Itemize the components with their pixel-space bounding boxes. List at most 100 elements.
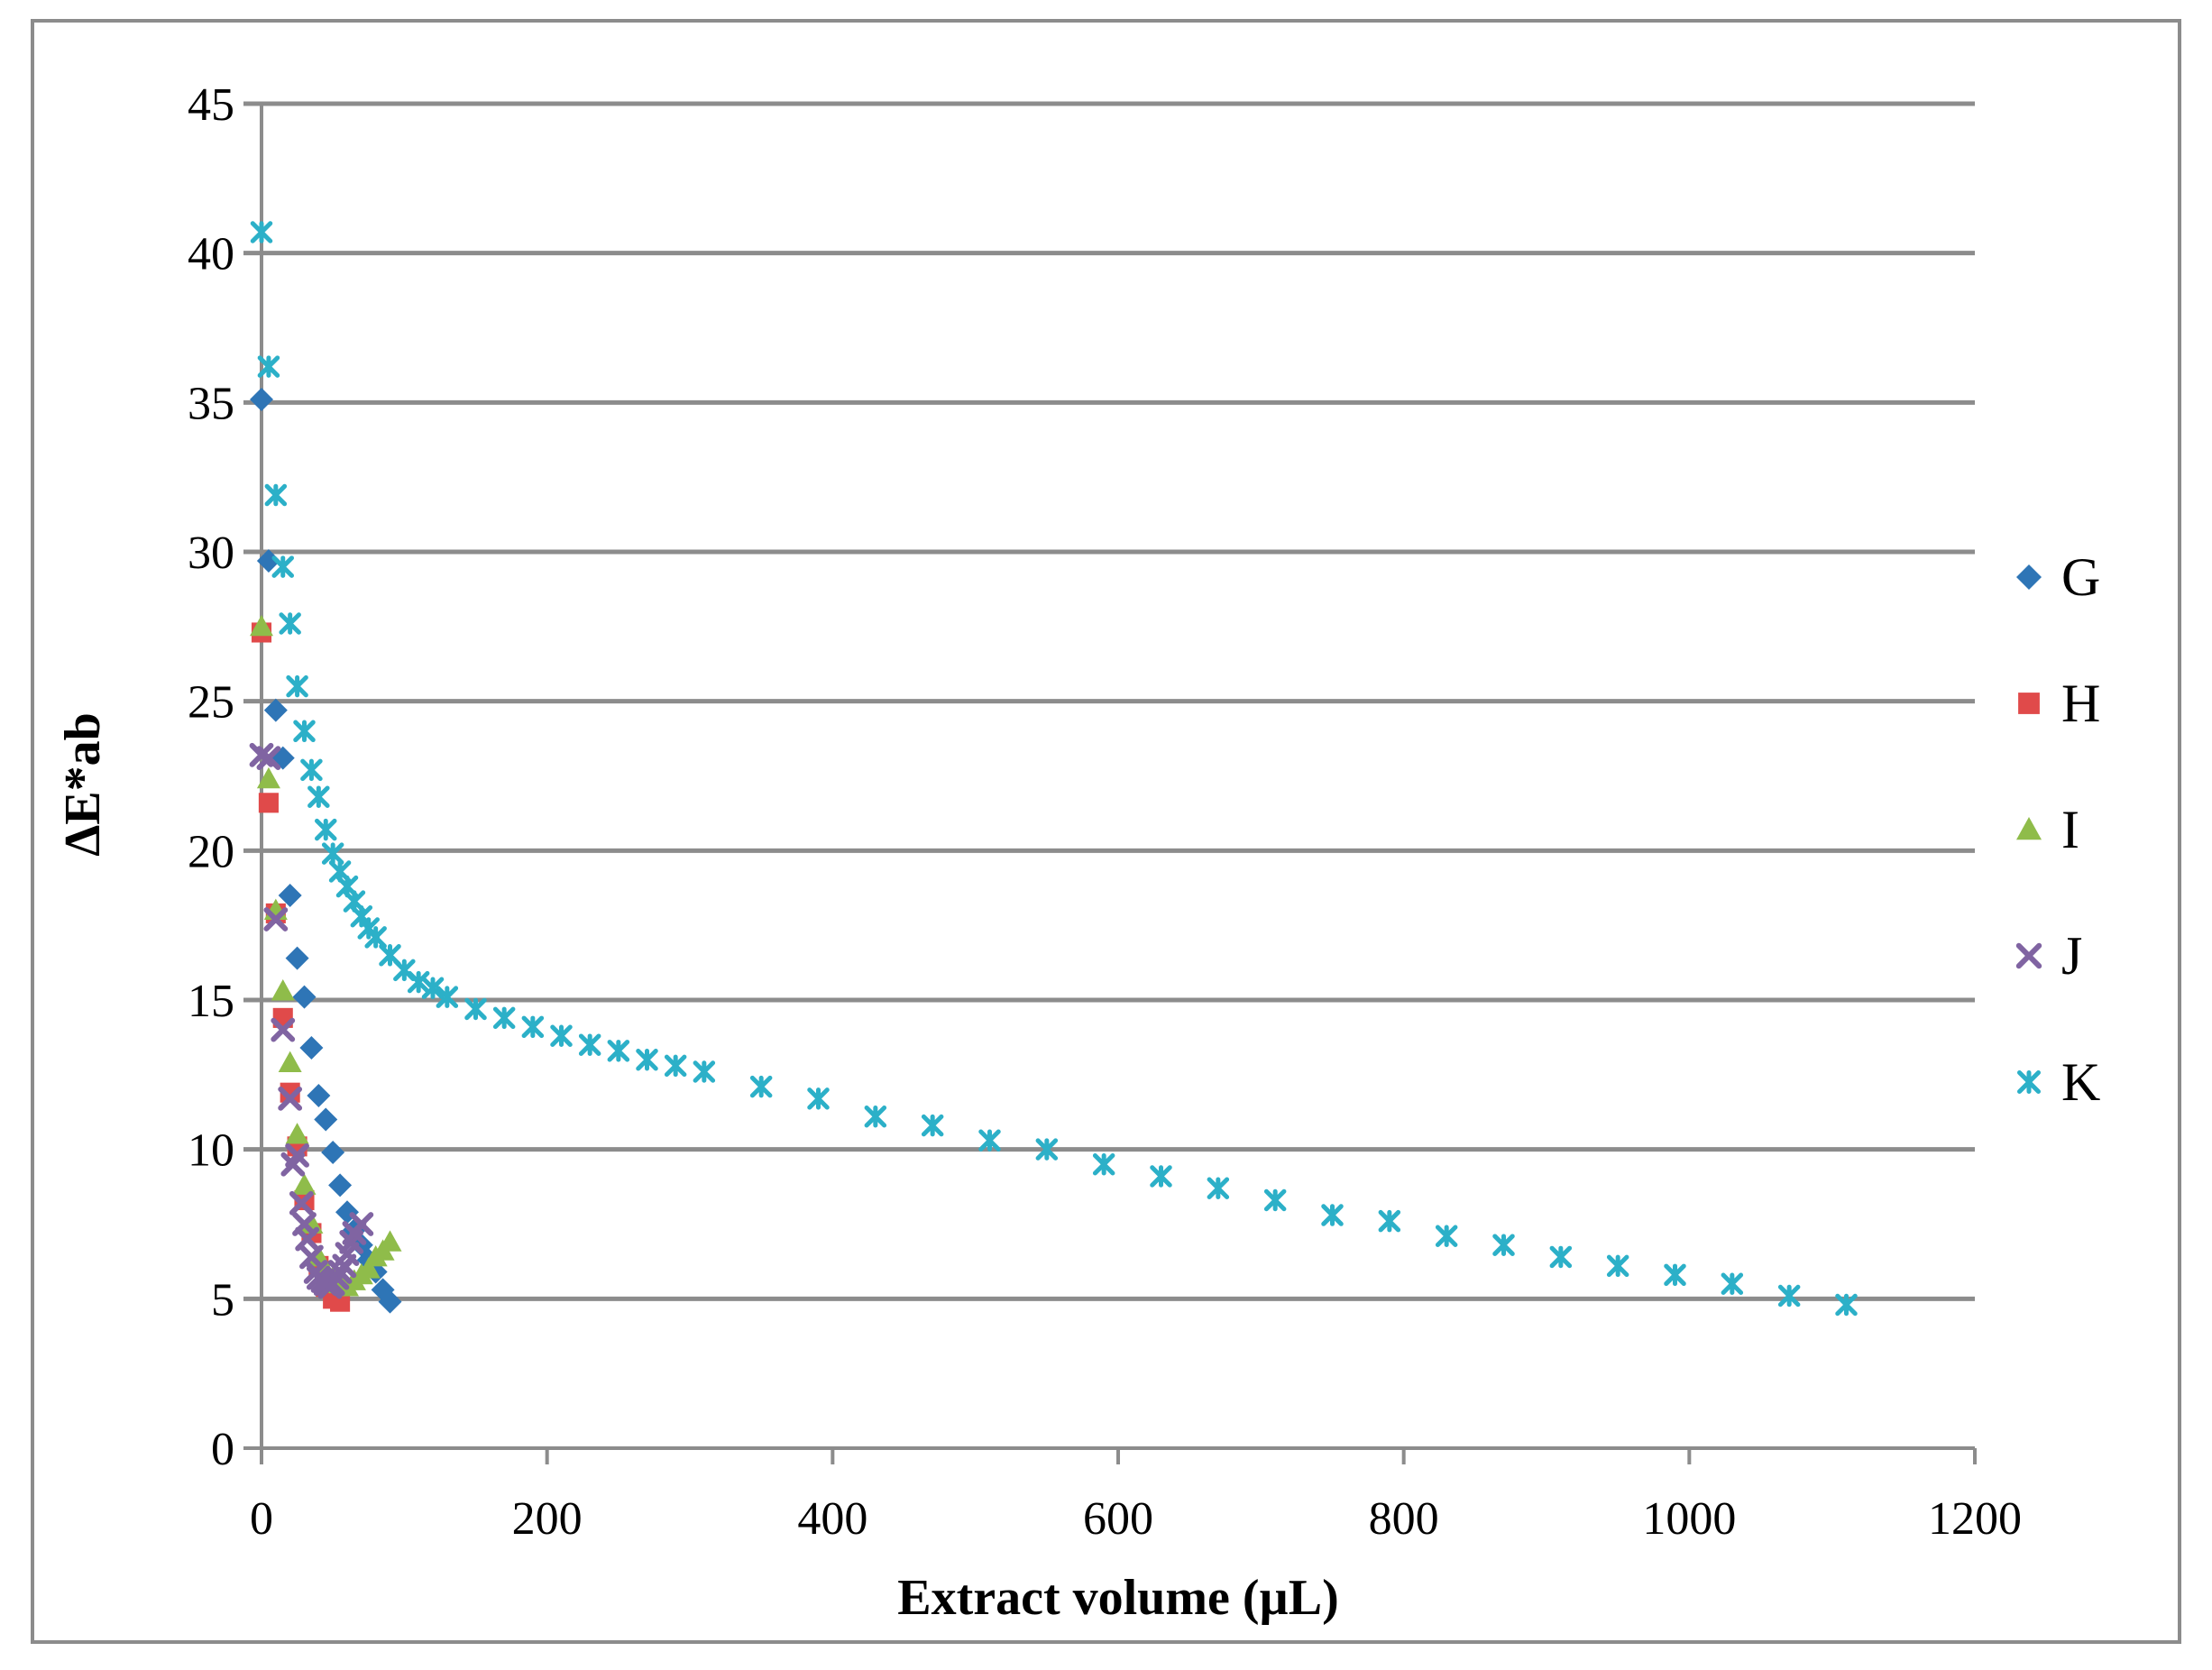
- data-point-I: [378, 1230, 402, 1252]
- data-point-K: [279, 612, 301, 635]
- data-point-K: [1664, 1263, 1686, 1287]
- data-point-G: [328, 1173, 353, 1197]
- x-axis-title: Extract volume (µL): [897, 1570, 1338, 1626]
- data-point-K: [407, 970, 430, 994]
- y-tick-label: 45: [188, 79, 234, 131]
- x-tick-label: 1000: [1642, 1493, 1736, 1545]
- data-point-K: [264, 483, 288, 507]
- data-point-K: [321, 842, 344, 865]
- data-point-K: [1606, 1254, 1629, 1278]
- x-tick-label: 800: [1369, 1493, 1439, 1545]
- data-point-H: [280, 1082, 300, 1103]
- data-point-J: [289, 1190, 314, 1216]
- series-K: [250, 221, 1858, 1317]
- legend-marker-I: [2016, 817, 2042, 840]
- data-point-K: [436, 986, 459, 1008]
- y-tick-label: 25: [188, 677, 234, 729]
- data-point-I: [271, 979, 295, 1001]
- data-point-K: [1378, 1209, 1401, 1233]
- data-point-K: [307, 785, 330, 808]
- data-point-K: [286, 674, 308, 698]
- x-tick-labels: 0 200 400 600 800 1000 1200: [250, 1493, 2022, 1545]
- data-point-G: [378, 1289, 402, 1314]
- x-tick-label: 1200: [1928, 1493, 2022, 1545]
- data-point-K: [636, 1049, 658, 1071]
- chart-frame: [31, 19, 2181, 1644]
- data-point-K: [1092, 1152, 1115, 1176]
- x-tick-label: 200: [512, 1493, 583, 1545]
- data-point-G: [250, 388, 273, 412]
- data-point-J: [256, 746, 281, 771]
- data-point-J: [349, 1212, 374, 1236]
- data-point-K: [464, 997, 487, 1021]
- legend-label: J: [2061, 926, 2082, 986]
- data-point-K: [521, 1015, 545, 1039]
- data-point-K: [421, 977, 445, 999]
- x-tick-label: 600: [1083, 1493, 1153, 1545]
- data-point-I: [285, 1123, 309, 1144]
- data-point-K: [257, 355, 280, 378]
- data-point-I: [256, 766, 280, 789]
- data-point-I: [292, 1173, 317, 1195]
- y-tick-label: 40: [188, 229, 234, 280]
- data-point-K: [1150, 1165, 1172, 1188]
- legend-item-J: J: [2015, 926, 2082, 986]
- data-point-H: [330, 1291, 351, 1312]
- data-point-K: [492, 1006, 516, 1030]
- legend-item-H: H: [2018, 674, 2100, 733]
- gridlines: [243, 101, 1975, 1301]
- data-point-K: [315, 818, 337, 841]
- y-tick-label: 15: [188, 976, 234, 1027]
- y-tick-label: 35: [188, 378, 234, 429]
- data-point-K: [250, 221, 273, 243]
- y-tick-label: 0: [211, 1424, 234, 1475]
- y-tick-label: 10: [188, 1125, 234, 1177]
- data-point-G: [278, 884, 302, 908]
- data-point-K: [864, 1105, 887, 1128]
- data-point-G: [307, 1084, 331, 1108]
- data-point-K: [1835, 1293, 1858, 1317]
- legend-item-G: G: [2016, 547, 2100, 607]
- legend-item-I: I: [2016, 800, 2079, 859]
- data-points: [249, 221, 1858, 1317]
- data-point-K: [300, 758, 323, 782]
- data-point-K: [271, 555, 294, 578]
- axes: [243, 104, 1977, 1464]
- data-point-K: [1492, 1234, 1515, 1256]
- data-point-J: [263, 907, 289, 931]
- data-point-K: [364, 926, 387, 949]
- y-tick-label: 30: [188, 528, 234, 579]
- data-point-G: [263, 698, 288, 722]
- data-point-K: [1207, 1177, 1230, 1199]
- data-point-G: [292, 985, 317, 1009]
- data-point-K: [1263, 1188, 1287, 1212]
- legend-label: K: [2061, 1052, 2100, 1112]
- legend: G H I J K: [2015, 547, 2100, 1112]
- y-tick-label: 20: [188, 826, 234, 877]
- data-point-K: [921, 1114, 944, 1137]
- y-tick-label: 5: [211, 1274, 234, 1326]
- legend-label: I: [2061, 800, 2079, 859]
- legend-label: H: [2061, 674, 2100, 733]
- y-axis-title: ΔE*ab: [55, 712, 111, 857]
- data-point-K: [1721, 1272, 1744, 1296]
- data-point-K: [1549, 1245, 1573, 1269]
- data-point-G: [299, 1036, 324, 1060]
- legend-marker-J: [2015, 942, 2042, 969]
- data-point-K: [293, 720, 316, 743]
- data-point-J: [285, 1142, 309, 1168]
- legend-marker-H: [2018, 693, 2040, 714]
- legend-label: G: [2061, 547, 2100, 607]
- legend-marker-G: [2016, 564, 2042, 590]
- data-point-K: [664, 1054, 687, 1078]
- data-point-I: [278, 1051, 302, 1072]
- data-point-K: [1435, 1225, 1458, 1247]
- data-point-G: [314, 1107, 338, 1132]
- data-point-K: [807, 1087, 830, 1110]
- data-point-G: [256, 548, 280, 573]
- data-point-K: [693, 1060, 716, 1083]
- data-point-K: [1777, 1284, 1801, 1308]
- data-point-I: [250, 614, 273, 637]
- legend-marker-K: [2017, 1070, 2041, 1094]
